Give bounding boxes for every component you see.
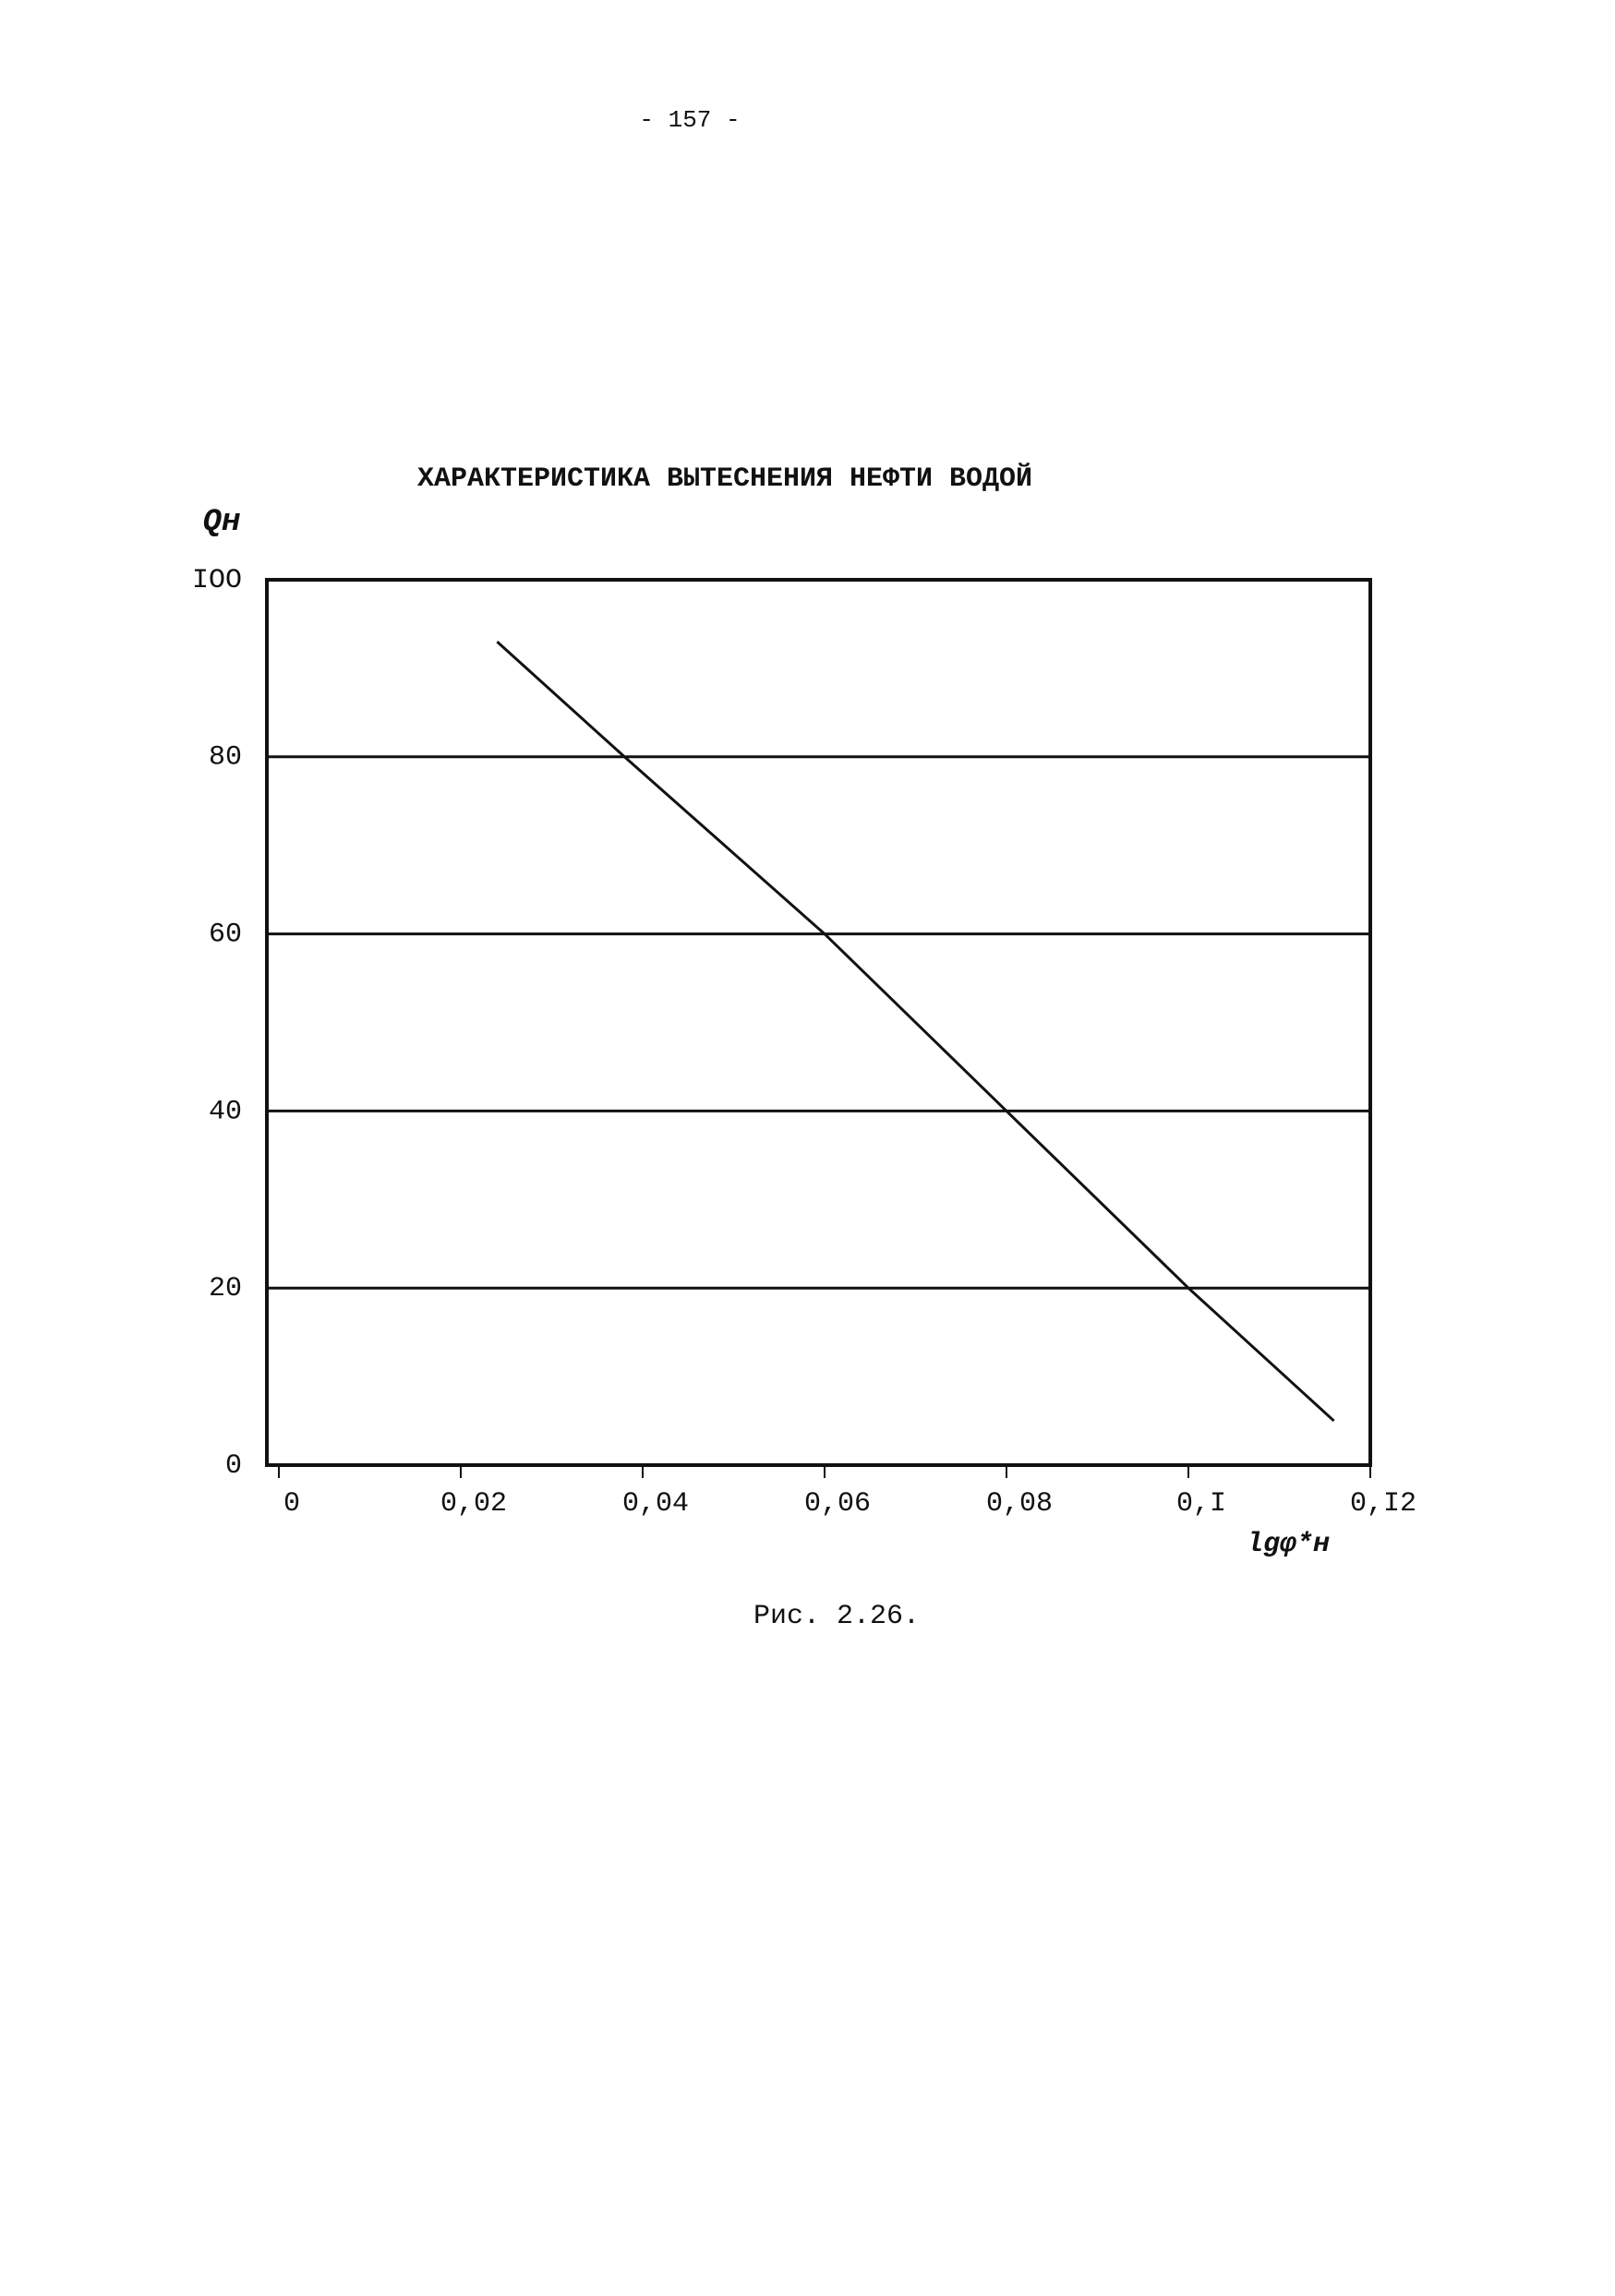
x-tick-label: 0,I [1176, 1488, 1226, 1520]
x-tick-label: 0,08 [986, 1488, 1053, 1520]
y-tick-label: 80 [209, 742, 242, 774]
y-tick-label: 60 [209, 920, 242, 951]
y-tick-label: IOO [192, 565, 242, 596]
y-tick-label: 20 [209, 1273, 242, 1304]
y-tick-label: 0 [225, 1450, 242, 1482]
chart-title: ХАРАКТЕРИСТИКА ВЫТЕСНЕНИЯ НЕФТИ ВОДОЙ [417, 463, 1032, 495]
page-number: - 157 - [639, 106, 740, 134]
y-axis-label: Qн [203, 505, 241, 540]
data-line [496, 641, 1335, 1423]
caption: Рис. 2.26. [753, 1601, 920, 1632]
plot-frame [265, 578, 1372, 1467]
x-tick-label: 0,02 [440, 1488, 507, 1520]
x-tick-label: 0,I2 [1350, 1488, 1416, 1520]
x-tick-label: 0,06 [804, 1488, 871, 1520]
x-axis-label: lgφ*н [1247, 1529, 1330, 1560]
x-tick-label: 0,04 [622, 1488, 689, 1520]
x-tick-label: 0 [283, 1488, 300, 1520]
y-tick-label: 40 [209, 1096, 242, 1127]
